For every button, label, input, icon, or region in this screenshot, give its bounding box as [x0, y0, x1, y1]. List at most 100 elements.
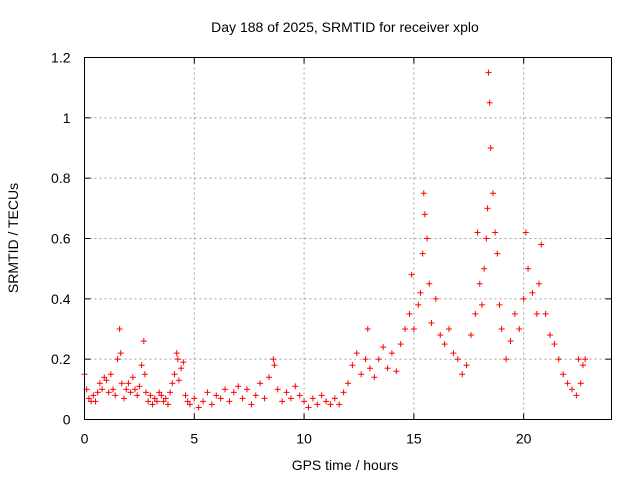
data-point	[178, 365, 185, 372]
x-tick-label: 20	[516, 431, 532, 447]
grid	[84, 57, 612, 420]
data-point	[402, 326, 409, 332]
data-point	[406, 310, 413, 317]
x-tick-label: 15	[406, 431, 422, 447]
data-point	[494, 250, 501, 257]
data-point	[222, 386, 229, 393]
data-point	[117, 350, 124, 357]
y-tick-label: 0.4	[51, 291, 71, 307]
data-point	[235, 383, 242, 390]
data-point	[366, 365, 373, 372]
data-point	[107, 371, 114, 378]
data-point	[184, 398, 191, 405]
data-point	[575, 356, 582, 363]
data-point	[353, 350, 360, 357]
data-point	[99, 386, 106, 393]
data-point	[522, 229, 529, 236]
data-point	[164, 401, 171, 408]
data-point	[105, 389, 112, 396]
data-point	[579, 362, 586, 369]
data-point	[226, 398, 233, 405]
data-point	[132, 386, 139, 393]
data-point	[345, 380, 351, 387]
data-point	[547, 332, 554, 339]
y-tick-label: 0.8	[51, 170, 71, 186]
data-point	[180, 359, 187, 366]
data-point	[230, 389, 237, 396]
data-point	[498, 326, 505, 332]
data-point	[110, 386, 117, 393]
data-point	[467, 332, 474, 339]
data-point	[191, 395, 198, 402]
data-point	[296, 392, 303, 399]
data-point	[496, 301, 503, 308]
data-point	[542, 310, 549, 317]
data-point	[274, 386, 281, 393]
data-point	[327, 401, 334, 408]
data-point	[279, 398, 286, 405]
data-point	[257, 380, 264, 387]
data-point	[243, 386, 250, 393]
data-point	[141, 371, 148, 378]
data-point	[483, 235, 490, 242]
y-tick-label: 0.2	[51, 351, 71, 367]
data-point	[446, 326, 453, 332]
data-point	[437, 332, 444, 339]
data-point	[388, 350, 395, 357]
data-point	[103, 377, 110, 384]
data-point	[182, 392, 189, 399]
data-point	[450, 350, 457, 357]
data-point	[156, 389, 163, 396]
data-point	[478, 301, 485, 308]
x-axis: 0 5 10 15 20	[81, 57, 532, 447]
data-point	[349, 362, 356, 369]
data-point	[162, 395, 169, 402]
data-point	[261, 395, 268, 402]
data-point	[114, 356, 121, 363]
x-tick-label: 10	[296, 431, 312, 447]
data-point	[420, 190, 427, 197]
data-point	[564, 380, 571, 387]
data-point	[358, 371, 365, 378]
data-point	[112, 392, 119, 399]
data-point	[160, 398, 167, 405]
data-point	[158, 392, 165, 399]
data-point	[147, 392, 154, 399]
x-tick-label: 5	[190, 431, 198, 447]
data-point	[101, 374, 108, 381]
data-point	[393, 368, 400, 375]
data-point	[487, 145, 494, 151]
data-point	[331, 395, 338, 402]
data-point	[485, 69, 492, 76]
data-point	[463, 362, 470, 369]
data-point	[582, 356, 589, 363]
data-point	[538, 241, 545, 248]
data-point	[175, 377, 182, 384]
y-axis-label: SRMTID / TECUs	[5, 183, 21, 293]
data-point	[577, 380, 584, 387]
data-point	[85, 395, 92, 402]
data-point	[151, 395, 158, 402]
data-point	[195, 404, 202, 411]
data-point	[533, 310, 540, 317]
data-point	[408, 271, 415, 278]
y-tick-label: 0.6	[51, 231, 71, 247]
data-point	[200, 398, 207, 405]
data-point	[94, 389, 101, 396]
data-point	[441, 341, 448, 348]
data-point	[265, 374, 272, 381]
data-point	[169, 380, 176, 387]
data-point	[428, 319, 435, 326]
data-point	[239, 395, 246, 402]
data-point	[520, 295, 527, 302]
data-point	[486, 99, 493, 106]
data-point	[380, 344, 387, 351]
data-point	[136, 383, 143, 390]
data-point	[248, 401, 255, 408]
data-point	[503, 356, 510, 363]
data-point	[271, 362, 278, 369]
data-point	[424, 235, 431, 242]
data-point	[560, 371, 567, 378]
data-point	[492, 229, 499, 236]
